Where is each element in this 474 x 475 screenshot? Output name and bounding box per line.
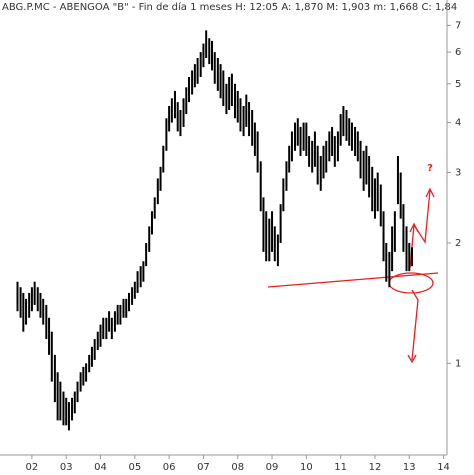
annotation: ? [427, 163, 433, 174]
y-tick-label: 5 [455, 79, 461, 90]
down-arrow [411, 289, 419, 361]
up-arrow [409, 189, 431, 269]
support-line [267, 272, 439, 288]
x-tick-label: 14 [437, 462, 450, 473]
x-tick-label: 10 [300, 462, 313, 473]
arrow-head [407, 354, 417, 364]
x-tick-label: 02 [26, 462, 39, 473]
x-tick-label: 12 [369, 462, 382, 473]
x-tick-label: 07 [197, 462, 210, 473]
chart-title: ABG.P.MC - ABENGOA "B" - Fin de día 1 me… [2, 1, 457, 13]
arrow-head [425, 187, 435, 198]
x-tick-label: 08 [231, 462, 244, 473]
x-tick-label: 05 [128, 462, 141, 473]
y-tick-label: 4 [455, 118, 461, 129]
x-tick-label: 06 [163, 462, 176, 473]
x-tick-label: 11 [334, 462, 347, 473]
y-tick-label: 6 [455, 47, 461, 58]
y-tick-label: 2 [455, 238, 461, 249]
x-tick-label: 04 [94, 462, 107, 473]
arrow-head [409, 222, 419, 233]
x-tick-label: 13 [403, 462, 416, 473]
x-tick-label: 09 [266, 462, 279, 473]
y-tick-label: 3 [455, 168, 461, 179]
y-tick-label: 1 [455, 358, 461, 369]
y-tick-label: 7 [455, 20, 461, 31]
x-tick-label: 03 [60, 462, 73, 473]
